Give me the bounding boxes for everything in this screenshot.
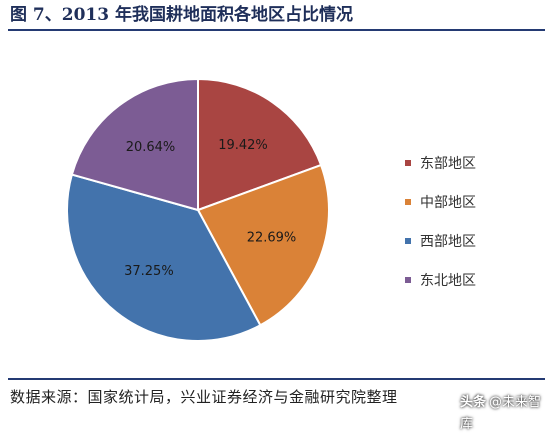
legend-label-east: 东部地区 bbox=[420, 155, 476, 172]
source-note: 数据来源：国家统计局，兴业证券经济与金融研究院整理 bbox=[10, 388, 398, 406]
legend-label-northeast: 东北地区 bbox=[420, 272, 476, 289]
source-rule bbox=[8, 378, 545, 380]
legend-item-central: 中部地区 bbox=[405, 182, 476, 221]
pie-chart: 19.42% 22.69% 37.25% 20.64% bbox=[66, 77, 330, 342]
pie-label-northeast: 20.64% bbox=[126, 140, 176, 155]
legend-swatch-west bbox=[405, 237, 411, 244]
pie-slice-east bbox=[197, 77, 323, 212]
pie-slice-northeast bbox=[70, 77, 199, 212]
legend-label-west: 西部地区 bbox=[420, 233, 476, 250]
legend-item-northeast: 东北地区 bbox=[405, 260, 476, 299]
legend-label-central: 中部地区 bbox=[420, 194, 476, 211]
legend-item-west: 西部地区 bbox=[405, 221, 476, 260]
legend-swatch-central bbox=[405, 198, 411, 205]
chart-legend: 东部地区 中部地区 西部地区 东北地区 bbox=[405, 143, 476, 299]
pie-slice-central bbox=[196, 163, 330, 327]
watermark-logo: 头条 bbox=[460, 395, 487, 410]
pie-label-east: 19.42% bbox=[218, 138, 268, 153]
legend-swatch-northeast bbox=[405, 276, 411, 283]
watermark: 头条 @未来智库 bbox=[460, 392, 553, 432]
figure-title: 图 7、2013 年我国耕地面积各地区占比情况 bbox=[10, 5, 353, 25]
legend-item-east: 东部地区 bbox=[405, 143, 476, 182]
legend-swatch-east bbox=[405, 159, 411, 166]
pie-label-central: 22.69% bbox=[247, 230, 297, 245]
pie-slice-west bbox=[66, 173, 262, 342]
title-rule bbox=[8, 29, 545, 31]
pie-label-west: 37.25% bbox=[124, 264, 174, 279]
